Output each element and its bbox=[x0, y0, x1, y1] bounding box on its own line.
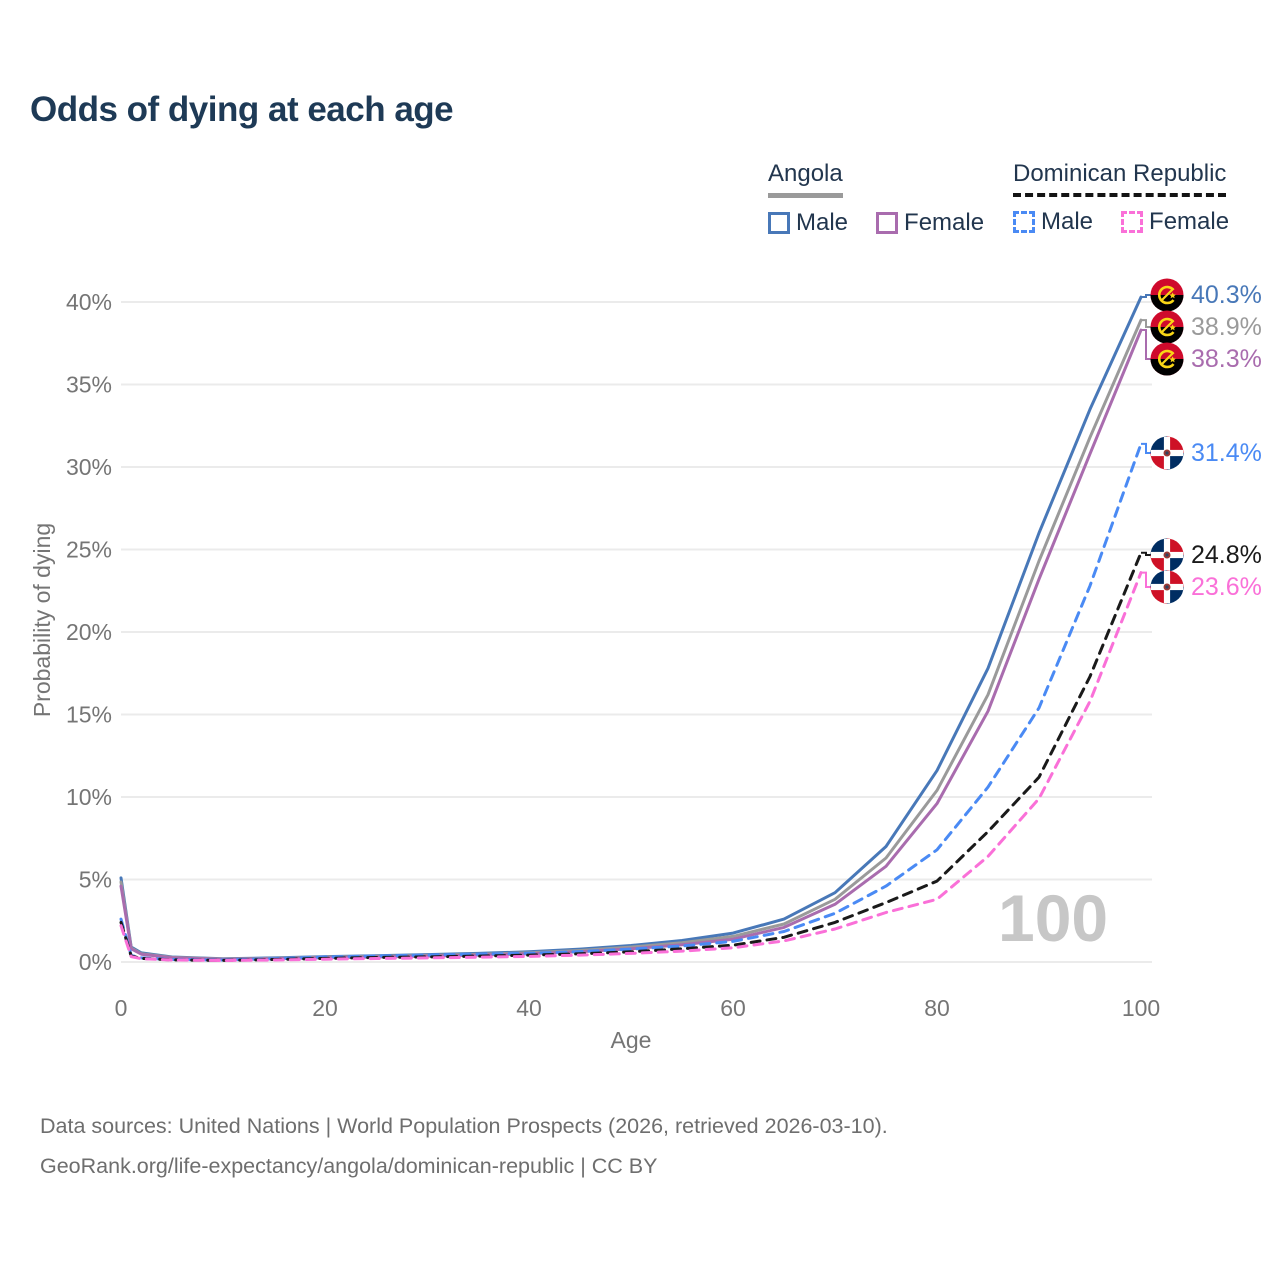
svg-text:0%: 0% bbox=[79, 949, 112, 975]
svg-text:0: 0 bbox=[115, 995, 128, 1021]
end-label-dr: 24.8% bbox=[1150, 538, 1262, 572]
svg-text:5%: 5% bbox=[79, 867, 112, 893]
svg-text:25%: 25% bbox=[66, 537, 112, 563]
dominican-republic-flag-icon bbox=[1150, 570, 1184, 604]
legend-swatch-angola-male[interactable] bbox=[768, 212, 790, 234]
svg-text:Age: Age bbox=[611, 1027, 652, 1053]
svg-text:20%: 20% bbox=[66, 619, 112, 645]
svg-text:80: 80 bbox=[924, 995, 950, 1021]
svg-text:60: 60 bbox=[720, 995, 746, 1021]
legend-swatch-angola-female[interactable] bbox=[876, 212, 899, 234]
legend-swatch-dr-female[interactable] bbox=[1121, 211, 1144, 233]
end-value: 23.6% bbox=[1191, 572, 1262, 601]
svg-text:10%: 10% bbox=[66, 784, 112, 810]
svg-text:40%: 40% bbox=[66, 289, 112, 315]
svg-text:20: 20 bbox=[312, 995, 338, 1021]
end-value: 24.8% bbox=[1191, 540, 1262, 569]
angola-flag-icon bbox=[1150, 310, 1184, 344]
end-value: 38.3% bbox=[1191, 344, 1262, 373]
footer: Data sources: United Nations | World Pop… bbox=[40, 1106, 888, 1186]
svg-text:30%: 30% bbox=[66, 454, 112, 480]
end-value: 31.4% bbox=[1191, 438, 1262, 467]
dominican-republic-flag-icon bbox=[1150, 436, 1184, 470]
legend-group-angola: Angola Male Female bbox=[768, 160, 1006, 237]
end-label-dr-female: 23.6% bbox=[1150, 570, 1262, 604]
legend-label-angola-female: Female bbox=[904, 209, 985, 236]
legend-group-dominican-republic: Dominican Republic Male Female bbox=[1013, 160, 1251, 236]
legend-title-angola: Angola bbox=[768, 160, 843, 198]
legend-swatch-dr-male[interactable] bbox=[1013, 211, 1035, 233]
end-label-angola: 38.9% bbox=[1150, 310, 1262, 344]
svg-text:35%: 35% bbox=[66, 372, 112, 398]
legend-title-dominican-republic: Dominican Republic bbox=[1013, 160, 1227, 197]
end-label-angola-male: 40.3% bbox=[1150, 278, 1262, 312]
legend-label-dr-female: Female bbox=[1149, 208, 1230, 235]
footer-sources: Data sources: United Nations | World Pop… bbox=[40, 1114, 888, 1138]
dominican-republic-flag-icon bbox=[1150, 538, 1184, 572]
page-title: Odds of dying at each age bbox=[30, 90, 454, 129]
end-value: 38.9% bbox=[1191, 312, 1262, 341]
svg-text:100: 100 bbox=[1122, 995, 1160, 1021]
end-value: 40.3% bbox=[1191, 280, 1262, 309]
svg-text:100: 100 bbox=[998, 881, 1108, 955]
angola-flag-icon bbox=[1150, 342, 1184, 376]
svg-text:40: 40 bbox=[516, 995, 542, 1021]
end-label-dr-male: 31.4% bbox=[1150, 436, 1262, 470]
legend-label-angola-male: Male bbox=[796, 209, 849, 236]
svg-text:15%: 15% bbox=[66, 702, 112, 728]
svg-text:Probability of dying: Probability of dying bbox=[29, 523, 55, 717]
end-label-angola-female: 38.3% bbox=[1150, 342, 1262, 376]
legend-label-dr-male: Male bbox=[1041, 208, 1094, 235]
footer-attribution: GeoRank.org/life-expectancy/angola/domin… bbox=[40, 1154, 658, 1178]
angola-flag-icon bbox=[1150, 278, 1184, 312]
